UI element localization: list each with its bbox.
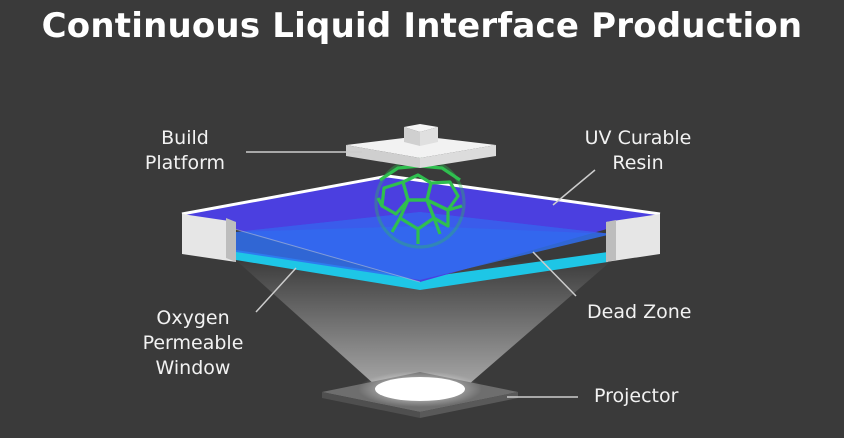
printed-part (374, 157, 466, 249)
light-beam (238, 262, 610, 385)
diagram-title: Continuous Liquid Interface Production (41, 6, 803, 46)
leader-uv-resin (552, 169, 596, 206)
label-oxygen-permeable-window: Oxygen Permeable Window (142, 307, 244, 379)
label-projector: Projector (594, 385, 679, 407)
build-platform (346, 124, 496, 168)
leader-oxygen-window (255, 267, 297, 313)
oxygen-permeable-window (236, 250, 608, 290)
leader-dead-zone (532, 251, 577, 297)
leader-lines (246, 151, 596, 398)
vat-wall-left (182, 214, 236, 262)
label-dead-zone: Dead Zone (587, 301, 692, 323)
label-build-platform: Build Platform (144, 127, 226, 174)
projector (322, 371, 518, 418)
vat-wall-right (606, 214, 660, 262)
label-uv-curable-resin: UV Curable Resin (584, 127, 692, 174)
